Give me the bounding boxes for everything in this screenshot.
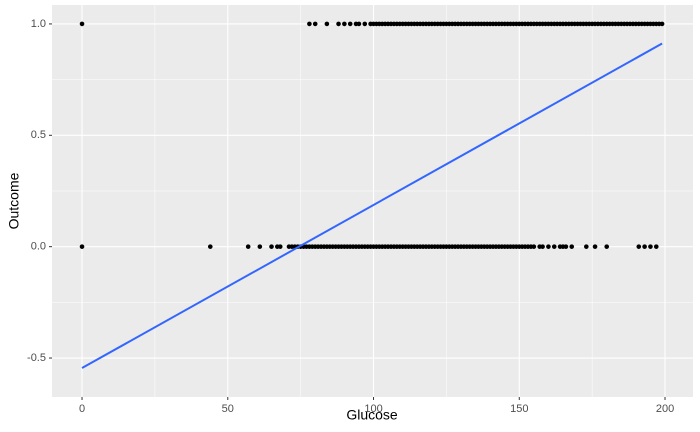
data-point	[312, 21, 318, 27]
data-point	[653, 244, 659, 249]
fit-line	[81, 42, 663, 369]
data-point	[277, 244, 283, 249]
plot-panel	[52, 5, 693, 397]
data-point	[362, 21, 368, 27]
data-point	[207, 244, 213, 249]
data-point	[584, 244, 589, 249]
data-point	[546, 244, 551, 249]
y-tick-label: 0.0	[31, 241, 46, 253]
data-point	[307, 21, 312, 27]
data-point	[324, 21, 330, 27]
x-axis-title: Glucose	[346, 407, 398, 423]
data-point	[356, 21, 362, 27]
data-point	[592, 244, 598, 249]
data-point	[257, 244, 263, 249]
data-point	[551, 244, 557, 249]
x-tick-label: 200	[656, 403, 674, 415]
x-tick-label: 100	[364, 403, 382, 415]
data-point	[642, 244, 647, 249]
data-point	[636, 244, 642, 249]
data-point	[563, 244, 569, 249]
y-tick-label: -0.5	[27, 352, 46, 364]
data-point	[336, 21, 341, 27]
data-point	[347, 21, 353, 27]
y-tick-label: 0.5	[31, 129, 46, 141]
data-point	[531, 244, 537, 249]
data-point	[569, 244, 575, 249]
data-point	[245, 244, 251, 249]
y-tick-label: 1.0	[31, 18, 46, 30]
data-point	[540, 244, 545, 249]
data-point	[659, 21, 665, 27]
data-point	[604, 244, 610, 249]
x-tick-label: 150	[510, 403, 528, 415]
data-point	[342, 21, 347, 27]
data-point	[648, 244, 653, 249]
data-point	[79, 244, 85, 249]
y-axis-title: Outcome	[6, 172, 22, 229]
x-tick-label: 50	[222, 403, 234, 415]
data-point	[269, 244, 274, 249]
x-tick-label: 0	[79, 403, 85, 415]
data-point	[79, 21, 85, 27]
